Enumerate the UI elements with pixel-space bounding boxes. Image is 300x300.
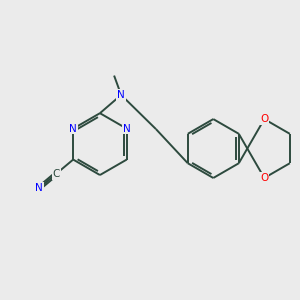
Text: O: O	[260, 173, 269, 183]
Text: N: N	[69, 124, 77, 134]
Text: N: N	[123, 124, 130, 134]
Text: C: C	[52, 169, 60, 179]
Text: O: O	[260, 114, 269, 124]
Text: N: N	[35, 183, 43, 193]
Text: N: N	[117, 90, 125, 100]
